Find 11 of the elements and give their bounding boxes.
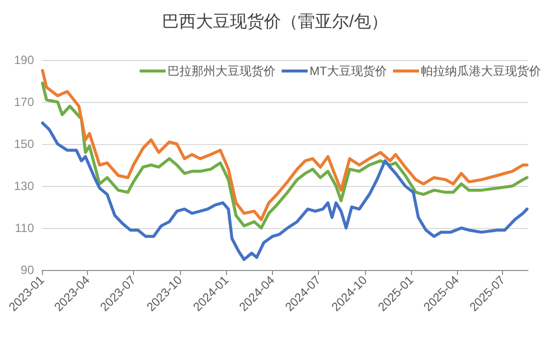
legend-label: MT大豆现货价	[310, 64, 387, 78]
legend-label: 巴拉那州大豆现货价	[168, 64, 276, 78]
y-tick-label: 190	[14, 53, 34, 67]
legend-label: 帕拉纳瓜港大豆现货价	[421, 64, 541, 78]
line-series	[41, 122, 528, 261]
y-tick-label: 170	[14, 95, 34, 109]
y-tick-label: 110	[14, 221, 34, 235]
y-tick-label: 130	[14, 179, 34, 193]
y-tick-label: 150	[14, 137, 34, 151]
y-tick-label: 90	[20, 263, 34, 277]
chart-title: 巴西大豆现货价（雷亚尔/包）	[162, 12, 388, 31]
